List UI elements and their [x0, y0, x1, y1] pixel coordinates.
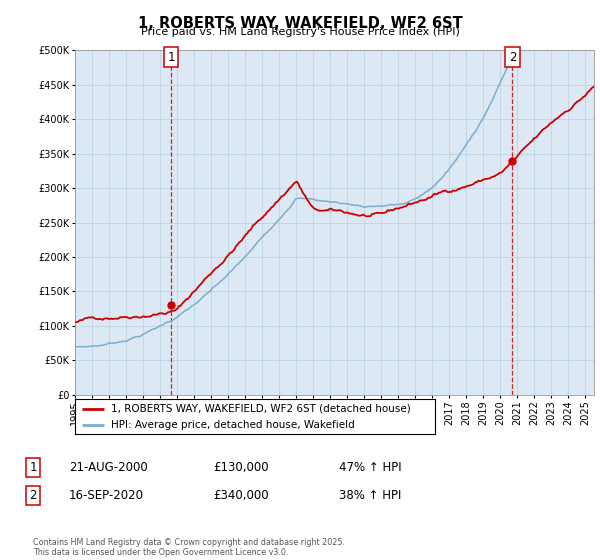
- Text: HPI: Average price, detached house, Wakefield: HPI: Average price, detached house, Wake…: [111, 419, 355, 430]
- Text: 1: 1: [29, 461, 37, 474]
- Text: 2: 2: [509, 51, 516, 64]
- Text: 2: 2: [29, 489, 37, 502]
- Text: 47% ↑ HPI: 47% ↑ HPI: [339, 461, 401, 474]
- Text: 21-AUG-2000: 21-AUG-2000: [69, 461, 148, 474]
- Text: 1, ROBERTS WAY, WAKEFIELD, WF2 6ST: 1, ROBERTS WAY, WAKEFIELD, WF2 6ST: [137, 16, 463, 31]
- Text: £340,000: £340,000: [213, 489, 269, 502]
- Text: 1, ROBERTS WAY, WAKEFIELD, WF2 6ST (detached house): 1, ROBERTS WAY, WAKEFIELD, WF2 6ST (deta…: [111, 404, 411, 414]
- Text: 1: 1: [167, 51, 175, 64]
- Text: Contains HM Land Registry data © Crown copyright and database right 2025.
This d: Contains HM Land Registry data © Crown c…: [33, 538, 345, 557]
- Text: 16-SEP-2020: 16-SEP-2020: [69, 489, 144, 502]
- Text: £130,000: £130,000: [213, 461, 269, 474]
- Text: 38% ↑ HPI: 38% ↑ HPI: [339, 489, 401, 502]
- Text: Price paid vs. HM Land Registry's House Price Index (HPI): Price paid vs. HM Land Registry's House …: [140, 27, 460, 37]
